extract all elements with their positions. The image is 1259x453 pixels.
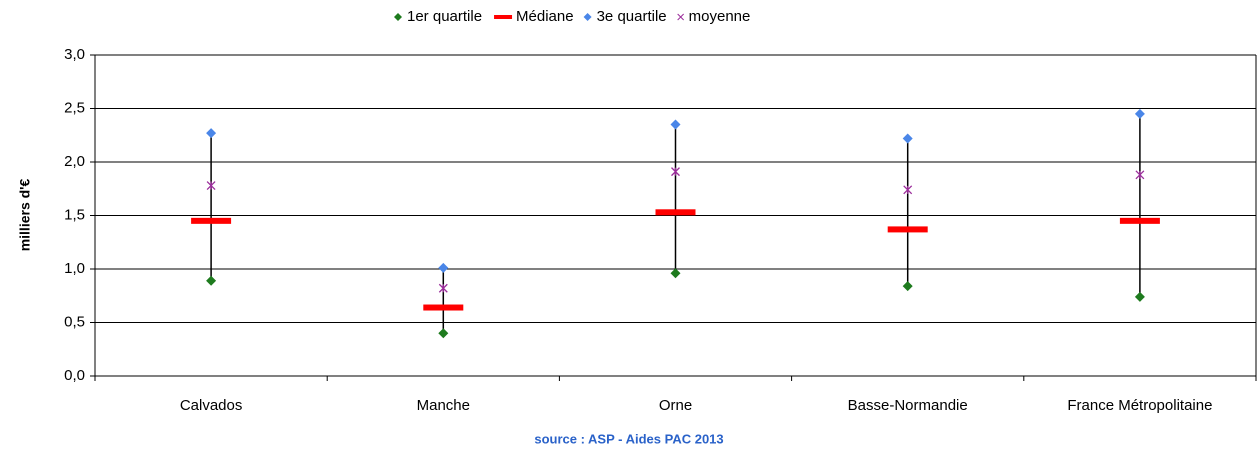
legend-marker — [394, 13, 402, 21]
y-tick-label: 3,0 — [64, 46, 85, 63]
y-tick-label: 0,5 — [64, 313, 85, 330]
point — [670, 268, 681, 279]
legend-label: moyenne — [689, 8, 751, 25]
x-tick-label: France Métropolitaine — [1067, 397, 1212, 414]
point — [438, 262, 449, 273]
y-axis-label: milliers d'€ — [17, 178, 33, 251]
y-tick-label: 2,5 — [64, 99, 85, 116]
point — [206, 181, 216, 190]
legend-label: Médiane — [516, 8, 574, 25]
point — [671, 167, 680, 177]
legend-marker — [494, 15, 513, 19]
point — [1119, 217, 1160, 224]
point — [206, 275, 217, 286]
legend-label: 3e quartile — [597, 8, 667, 25]
y-tick-label: 2,0 — [64, 153, 85, 170]
y-tick-label: 1,5 — [64, 206, 85, 223]
point — [1135, 170, 1145, 180]
source: source : ASP - Aides PAC 2013 — [534, 431, 723, 446]
x-tick-label: Orne — [659, 397, 692, 414]
point — [902, 133, 913, 144]
point — [903, 185, 913, 195]
legend-marker — [583, 13, 592, 21]
point — [655, 209, 696, 216]
x-tick-label: Basse-Normandie — [848, 397, 968, 414]
legend-marker — [677, 13, 685, 21]
point — [887, 226, 928, 233]
point — [1134, 108, 1145, 119]
point — [438, 283, 448, 293]
point — [670, 119, 681, 130]
x-tick-label: Manche — [417, 397, 470, 414]
y-tick-label: 0,0 — [64, 367, 85, 384]
x-tick-label: Calvados — [180, 397, 243, 414]
point — [423, 304, 464, 311]
point — [1134, 291, 1145, 302]
point — [438, 328, 449, 339]
legend-label: 1er quartile — [407, 8, 482, 25]
point — [191, 217, 232, 224]
y-tick-label: 1,0 — [64, 260, 85, 277]
point — [206, 128, 217, 139]
point — [902, 281, 913, 292]
